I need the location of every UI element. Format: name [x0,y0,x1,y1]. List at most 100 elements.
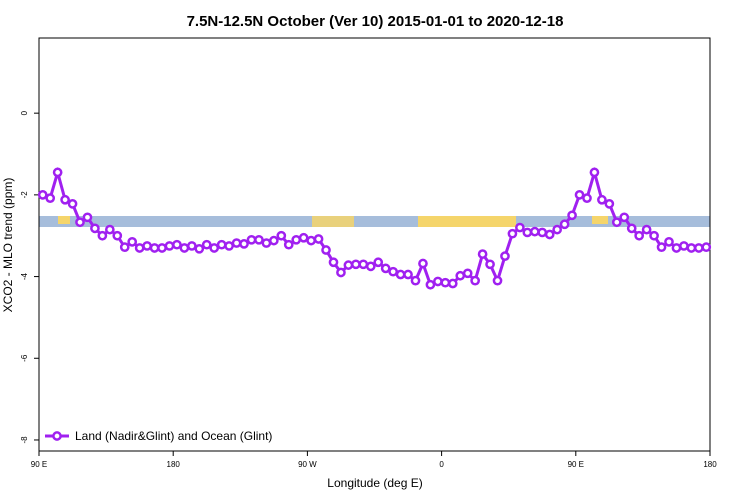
data-point [671,243,682,253]
data-point [127,236,138,247]
data-point [418,258,428,269]
data-point [492,275,503,286]
data-point [254,234,264,245]
data-point [373,257,384,268]
data-point [455,270,466,281]
data-point [104,224,115,235]
data-point [611,217,622,228]
data-point [552,224,563,235]
data-point [172,239,182,250]
legend-marker [52,431,62,441]
map-band [39,216,710,227]
data-point [529,226,540,237]
data-point [283,239,294,250]
legend-label: Land (Nadir&Glint) and Ocean (Glint) [75,429,272,443]
data-point [664,236,674,247]
data-point [395,269,406,280]
data-point [239,239,249,249]
data-point [447,278,458,289]
x-tick-label: 180 [167,460,181,469]
data-point [201,239,212,250]
data-point [403,269,413,280]
data-point [500,251,510,261]
data-point [410,275,421,286]
data-point [67,199,78,209]
data-point [559,219,570,230]
data-point [112,230,123,241]
data-point [37,190,48,200]
x-tick-label: 90 E [31,460,47,469]
data-point [425,279,436,290]
x-tick-label: 180 [703,460,717,469]
data-point [276,230,287,241]
data-point [328,257,339,268]
data-point [351,259,361,270]
data-point [619,212,630,223]
data-point [515,222,525,233]
data-point [119,242,130,253]
data-point [649,230,659,241]
data-point [567,210,577,221]
data-point [686,243,697,253]
y-tick-label: 0 [20,110,29,115]
data-point [507,228,518,239]
data-point [358,259,369,270]
data-point [343,260,354,270]
data-point [194,243,205,254]
data-point [574,190,585,200]
data-point [209,243,220,253]
x-tick-label: 90 E [568,460,584,469]
y-tick-label: -4 [20,272,29,280]
chart-title: 7.5N-12.5N October (Ver 10) 2015-01-01 t… [187,13,564,30]
data-point [97,230,108,241]
data-point [544,229,555,240]
y-tick-label: -6 [20,354,29,362]
y-tick-label: -8 [20,436,29,444]
data-point [231,238,242,248]
data-point [306,235,316,246]
data-point [433,276,443,287]
data-point [157,243,167,253]
data-point [388,266,398,277]
data-point [470,275,480,286]
data-point [485,259,495,270]
data-point [693,243,704,253]
data-point [380,263,391,274]
data-point [522,227,533,238]
data-point [216,239,227,250]
data-point [634,230,645,241]
data-point [679,241,689,251]
data-point [134,243,145,253]
data-point [440,277,451,288]
data-point [313,234,324,244]
data-point [90,223,100,234]
data-point [224,241,234,251]
data-point [269,235,279,246]
data-point [701,242,712,253]
data-point [321,245,331,255]
data-point [656,242,667,253]
data-point [75,217,85,228]
data-point [597,194,607,205]
data-point [291,234,302,245]
data-point [45,193,56,203]
data-point [261,238,272,248]
data-point [589,167,600,178]
data-point [641,224,652,235]
data-point [298,232,309,243]
y-axis-label: XCO2 - MLO trend (ppm) [1,178,15,313]
data-point [149,243,160,253]
y-tick-label: -2 [20,191,29,199]
data-point [604,199,615,209]
data-point [477,249,488,259]
x-axis-label: Longitude (deg E) [327,476,422,490]
data-point [60,194,70,205]
data-point [164,241,175,251]
data-point [246,234,257,245]
x-tick-label: 90 W [298,460,317,469]
data-point [365,261,376,272]
data-point [186,241,197,251]
data-point [179,243,190,253]
x-tick-label: 0 [439,460,444,469]
